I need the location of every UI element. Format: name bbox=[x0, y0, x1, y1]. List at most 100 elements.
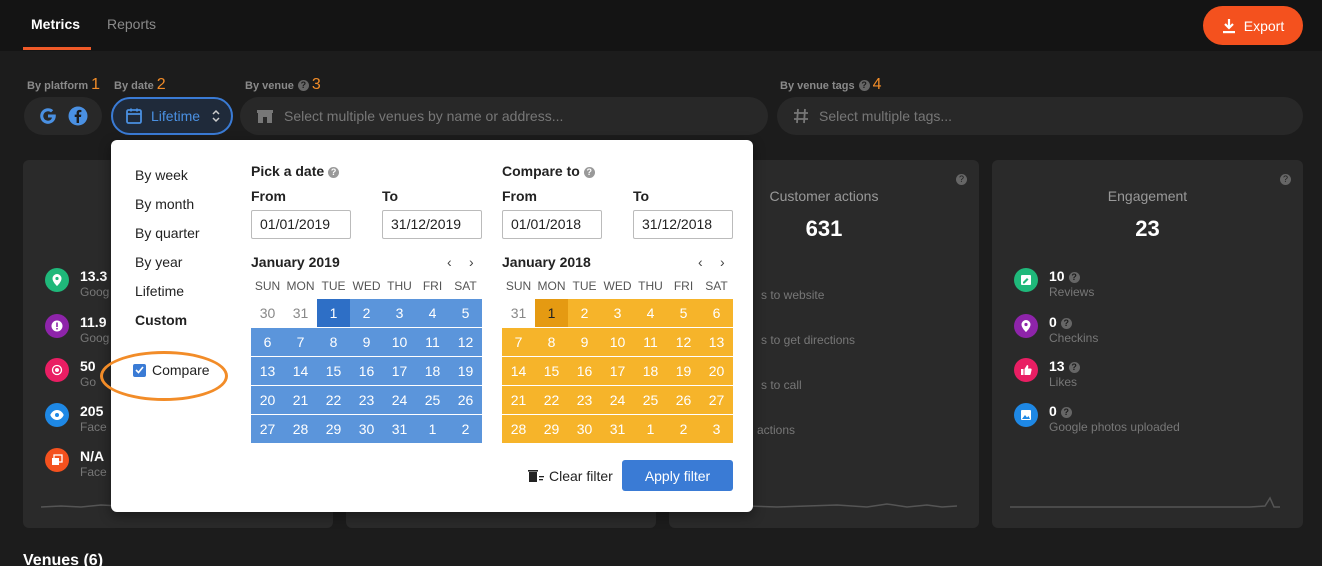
calendar-day[interactable]: 24 bbox=[601, 386, 634, 415]
venue-select[interactable]: Select multiple venues by name or addres… bbox=[240, 97, 768, 135]
calendar-day[interactable]: 21 bbox=[502, 386, 535, 415]
option-by-week[interactable]: By week bbox=[135, 167, 188, 183]
calendar-day[interactable]: 14 bbox=[502, 357, 535, 386]
help-icon[interactable]: ? bbox=[297, 80, 309, 91]
calendar-day[interactable]: 10 bbox=[601, 328, 634, 357]
calendar-day[interactable]: 11 bbox=[634, 328, 667, 357]
calendar-day[interactable]: 20 bbox=[700, 357, 733, 386]
calendar-day[interactable]: 13 bbox=[700, 328, 733, 357]
calendar-day[interactable]: 15 bbox=[535, 357, 568, 386]
option-custom[interactable]: Custom bbox=[135, 312, 188, 328]
calendar-day[interactable]: 6 bbox=[251, 328, 284, 357]
calendar-day[interactable]: 30 bbox=[259, 305, 276, 321]
tab-metrics[interactable]: Metrics bbox=[31, 16, 81, 32]
calendar-day[interactable]: 1 bbox=[634, 415, 667, 444]
platform-selector[interactable] bbox=[24, 97, 102, 135]
help-icon[interactable]: ? bbox=[956, 174, 967, 185]
calendar-day[interactable]: 22 bbox=[317, 386, 350, 415]
help-icon[interactable]: ? bbox=[1068, 272, 1080, 283]
calendar-day[interactable]: 9 bbox=[568, 328, 601, 357]
calendar-day[interactable]: 17 bbox=[601, 357, 634, 386]
help-icon[interactable]: ? bbox=[858, 80, 870, 91]
calendar-day[interactable]: 27 bbox=[700, 386, 733, 415]
help-icon[interactable]: ? bbox=[328, 167, 340, 178]
help-icon[interactable]: ? bbox=[583, 167, 595, 178]
calendar-day[interactable]: 23 bbox=[568, 386, 601, 415]
calendar-day[interactable]: 21 bbox=[284, 386, 317, 415]
calendar-day[interactable]: 14 bbox=[284, 357, 317, 386]
prev-month-icon[interactable]: ‹ bbox=[447, 254, 452, 270]
calendar-day[interactable]: 31 bbox=[601, 415, 634, 444]
calendar-day[interactable]: 5 bbox=[449, 299, 482, 328]
help-icon[interactable]: ? bbox=[1280, 174, 1291, 185]
prev-month-icon[interactable]: ‹ bbox=[698, 254, 703, 270]
clear-filter-button[interactable]: Clear filter bbox=[528, 468, 613, 484]
calendar-day[interactable]: 29 bbox=[535, 415, 568, 444]
calendar-day[interactable]: 2 bbox=[350, 299, 383, 328]
calendar-day[interactable]: 2 bbox=[449, 415, 482, 444]
pick-from-input[interactable]: 01/01/2019 bbox=[251, 210, 351, 239]
calendar-day[interactable]: 13 bbox=[251, 357, 284, 386]
compare-checkbox[interactable]: Compare bbox=[133, 362, 210, 378]
calendar-day[interactable]: 15 bbox=[317, 357, 350, 386]
calendar-day[interactable]: 8 bbox=[317, 328, 350, 357]
compare-from-input[interactable]: 01/01/2018 bbox=[502, 210, 602, 239]
compare-to-input[interactable]: 31/12/2018 bbox=[633, 210, 733, 239]
calendar-day[interactable]: 26 bbox=[667, 386, 700, 415]
help-icon[interactable]: ? bbox=[1060, 318, 1072, 329]
calendar-day[interactable]: 12 bbox=[667, 328, 700, 357]
export-button[interactable]: Export bbox=[1203, 6, 1303, 45]
calendar-day[interactable]: 9 bbox=[350, 328, 383, 357]
calendar-day[interactable]: 1 bbox=[317, 299, 350, 328]
calendar-day[interactable]: 10 bbox=[383, 328, 416, 357]
calendar-day[interactable]: 6 bbox=[700, 299, 733, 328]
option-lifetime[interactable]: Lifetime bbox=[135, 283, 185, 299]
calendar-day[interactable]: 1 bbox=[416, 415, 449, 444]
calendar-day[interactable]: 3 bbox=[601, 299, 634, 328]
facebook-icon[interactable] bbox=[68, 106, 88, 126]
tags-select[interactable]: Select multiple tags... bbox=[777, 97, 1303, 135]
calendar-day[interactable]: 3 bbox=[700, 415, 733, 444]
checkmark-icon[interactable] bbox=[133, 363, 146, 377]
date-filter-button[interactable]: Lifetime bbox=[111, 97, 233, 135]
calendar-day[interactable]: 20 bbox=[251, 386, 284, 415]
option-by-year[interactable]: By year bbox=[135, 254, 183, 270]
calendar-day[interactable]: 12 bbox=[449, 328, 482, 357]
calendar-day[interactable]: 25 bbox=[634, 386, 667, 415]
calendar-day[interactable]: 7 bbox=[502, 328, 535, 357]
calendar-day[interactable]: 30 bbox=[568, 415, 601, 444]
calendar-day[interactable]: 30 bbox=[350, 415, 383, 444]
calendar-day[interactable]: 4 bbox=[416, 299, 449, 328]
calendar-day[interactable]: 16 bbox=[568, 357, 601, 386]
calendar-day[interactable]: 3 bbox=[383, 299, 416, 328]
next-month-icon[interactable]: › bbox=[469, 254, 474, 270]
help-icon[interactable]: ? bbox=[1068, 362, 1080, 373]
help-icon[interactable]: ? bbox=[1060, 407, 1072, 418]
calendar-day[interactable]: 8 bbox=[535, 328, 568, 357]
calendar-day[interactable]: 18 bbox=[634, 357, 667, 386]
pick-to-input[interactable]: 31/12/2019 bbox=[382, 210, 482, 239]
option-by-month[interactable]: By month bbox=[135, 196, 195, 212]
calendar-day[interactable]: 4 bbox=[634, 299, 667, 328]
calendar-day[interactable]: 16 bbox=[350, 357, 383, 386]
calendar-day[interactable]: 27 bbox=[251, 415, 284, 444]
tab-reports[interactable]: Reports bbox=[107, 16, 157, 32]
calendar-day[interactable]: 1 bbox=[535, 299, 568, 328]
calendar-day[interactable]: 26 bbox=[449, 386, 482, 415]
option-by-quarter[interactable]: By quarter bbox=[135, 225, 200, 241]
calendar-day[interactable]: 31 bbox=[292, 305, 309, 321]
apply-filter-button[interactable]: Apply filter bbox=[622, 460, 733, 491]
calendar-day[interactable]: 31 bbox=[383, 415, 416, 444]
calendar-day[interactable]: 17 bbox=[383, 357, 416, 386]
calendar-day[interactable]: 22 bbox=[535, 386, 568, 415]
calendar-day[interactable]: 2 bbox=[568, 299, 601, 328]
calendar-day[interactable]: 23 bbox=[350, 386, 383, 415]
calendar-day[interactable]: 29 bbox=[317, 415, 350, 444]
calendar-day[interactable]: 5 bbox=[667, 299, 700, 328]
calendar-day[interactable]: 2 bbox=[667, 415, 700, 444]
calendar-day[interactable]: 28 bbox=[502, 415, 535, 444]
calendar-day[interactable]: 11 bbox=[416, 328, 449, 357]
calendar-day[interactable]: 19 bbox=[449, 357, 482, 386]
calendar-day[interactable]: 24 bbox=[383, 386, 416, 415]
calendar-day[interactable]: 25 bbox=[416, 386, 449, 415]
